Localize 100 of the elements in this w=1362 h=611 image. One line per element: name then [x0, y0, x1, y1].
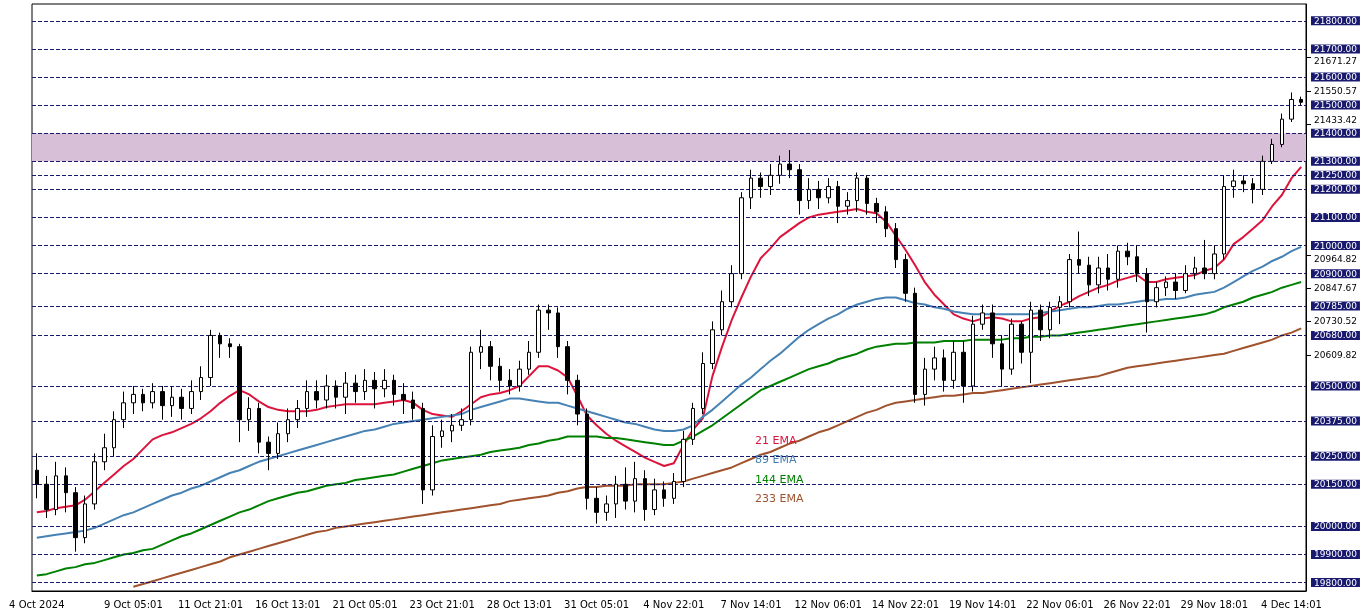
candlestick: [865, 174, 869, 216]
candlestick: [1212, 245, 1217, 280]
line-series: [132, 327, 1303, 588]
candlestick: [401, 382, 406, 415]
candlestick: [1270, 138, 1274, 165]
candlestick: [739, 191, 744, 280]
candlestick: [894, 222, 898, 269]
candlestick: [276, 421, 280, 460]
candlestick: [758, 172, 763, 199]
x-tick-label: 23 Oct 21:01: [409, 598, 475, 610]
candlestick: [353, 374, 358, 404]
ref-line-label: 21600.00: [1314, 72, 1358, 83]
candlestick: [508, 368, 512, 395]
candlestick: [44, 475, 49, 519]
candlestick: [855, 172, 859, 213]
candlestick: [923, 357, 927, 407]
candlestick: [1164, 275, 1168, 297]
line-series: [35, 281, 1303, 577]
x-tick-label: 29 Nov 18:01: [1180, 598, 1249, 610]
text: 144 EMA: [755, 472, 804, 486]
candlestick: [1000, 334, 1004, 387]
candlestick: [102, 433, 107, 471]
candlestick: [208, 329, 213, 387]
candlestick: [903, 253, 908, 303]
candlestick: [1077, 231, 1081, 275]
ref-line-label: 21500.00: [1314, 100, 1358, 111]
x-tick-label: 11 Oct 21:01: [177, 598, 244, 610]
candlestick: [64, 466, 68, 513]
candlestick: [980, 304, 985, 331]
line-series: [35, 165, 1303, 514]
x-tick-label: 4 Nov 22:01: [643, 598, 705, 610]
candlestick: [141, 388, 145, 412]
candlestick: [720, 289, 724, 336]
candlestick: [343, 371, 348, 415]
candlestick: [1193, 256, 1197, 280]
candlestick: [314, 379, 319, 409]
candlestick: [1038, 304, 1043, 342]
candlestick: [1116, 245, 1120, 289]
y-tick-label: 20730.52: [1314, 316, 1357, 327]
x-tick-label: 4 Dec 14:01: [1261, 598, 1322, 610]
candlestick: [778, 155, 782, 185]
x-tick-label: 22 Nov 06:01: [1026, 598, 1094, 610]
x-tick-label: 19 Nov 14:01: [948, 598, 1017, 610]
candlestick: [1280, 113, 1284, 148]
candlestick: [662, 480, 666, 508]
y-tick-label: 20609.82: [1314, 350, 1357, 361]
candlestick: [913, 287, 917, 404]
candlestick: [768, 163, 773, 196]
candlestick: [363, 368, 367, 401]
candlestick: [527, 340, 531, 376]
y-tick-label: 21671.27: [1314, 55, 1357, 66]
candlestick: [1299, 96, 1303, 106]
candlestick: [189, 379, 194, 415]
candlestick: [1260, 155, 1265, 196]
ref-line-label: 19900.00: [1314, 549, 1358, 560]
candlestick: [1125, 242, 1130, 266]
ref-line-label: 20375.00: [1314, 416, 1358, 427]
candlestick: [517, 360, 522, 393]
ref-line-label: 20500.00: [1314, 380, 1358, 391]
candlestick: [479, 329, 483, 370]
ref-line-label: 20680.00: [1314, 330, 1358, 341]
candlestick: [942, 348, 946, 393]
candlestick: [652, 478, 657, 516]
y-tick-label: 20847.67: [1314, 283, 1357, 294]
candlestick: [498, 357, 502, 393]
candlestick: [305, 379, 309, 418]
candlestick: [1251, 177, 1255, 204]
candlestick: [691, 402, 695, 446]
candlestick: [546, 304, 551, 331]
candlestick: [131, 385, 136, 415]
candlestick: [160, 385, 165, 421]
candlestick: [681, 430, 686, 488]
candlestick: [1067, 253, 1072, 308]
candlestick: [971, 315, 975, 393]
ref-line-label: 21000.00: [1314, 240, 1358, 251]
candlestick: [701, 351, 705, 415]
candlestick: [430, 424, 435, 497]
candlestick: [1058, 295, 1062, 325]
candlestick: [450, 413, 454, 443]
candlestick: [749, 169, 753, 210]
y-tick-label: 21433.42: [1314, 115, 1357, 126]
ref-line-label: 21400.00: [1314, 128, 1358, 139]
x-tick-label: 21 Oct 05:01: [332, 598, 398, 610]
candlestick: [92, 452, 97, 511]
candlestick: [594, 486, 599, 525]
ref-line-label: 21100.00: [1314, 212, 1358, 223]
candlestick: [459, 407, 464, 432]
candlestick: [73, 486, 78, 553]
x-tick-label: 28 Oct 13:01: [486, 598, 552, 610]
candlestick: [565, 340, 570, 395]
candlestick: [1106, 253, 1110, 291]
candlestick: [150, 382, 155, 409]
candlestick: [440, 419, 444, 449]
candlestick: [874, 197, 879, 224]
candlestick: [536, 304, 541, 359]
candlestick: [1009, 318, 1014, 376]
x-tick-label: 26 Nov 22:01: [1103, 598, 1171, 610]
candlestick: [575, 374, 580, 426]
candlestick: [990, 304, 995, 359]
ref-line-label: 20150.00: [1314, 479, 1358, 490]
